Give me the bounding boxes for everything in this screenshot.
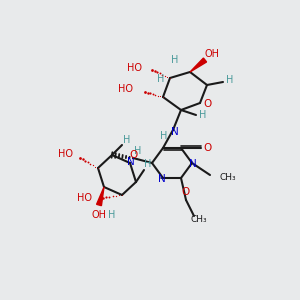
Text: OH: OH [205,49,220,59]
Text: CH₃: CH₃ [191,215,207,224]
Text: H: H [171,55,179,65]
Text: N: N [171,127,179,137]
Text: O: O [129,150,137,160]
Text: HO: HO [58,149,73,159]
Text: HO: HO [127,63,142,73]
Text: HO: HO [77,193,92,203]
Text: N: N [127,157,135,167]
Text: O: O [182,187,190,197]
Text: N: N [158,174,166,184]
Text: O: O [204,99,212,109]
Text: H: H [134,146,142,156]
Polygon shape [97,187,104,206]
Text: HO: HO [118,84,133,94]
Text: H: H [157,74,165,84]
Polygon shape [190,58,207,72]
Text: H: H [199,110,207,120]
Text: N: N [189,159,197,169]
Text: H: H [108,210,116,220]
Text: H: H [160,131,168,141]
Text: OH: OH [92,210,106,220]
Text: O: O [204,143,212,153]
Text: CH₃: CH₃ [220,172,237,182]
Text: H: H [123,135,131,145]
Text: H: H [144,159,152,169]
Text: H: H [226,75,234,85]
